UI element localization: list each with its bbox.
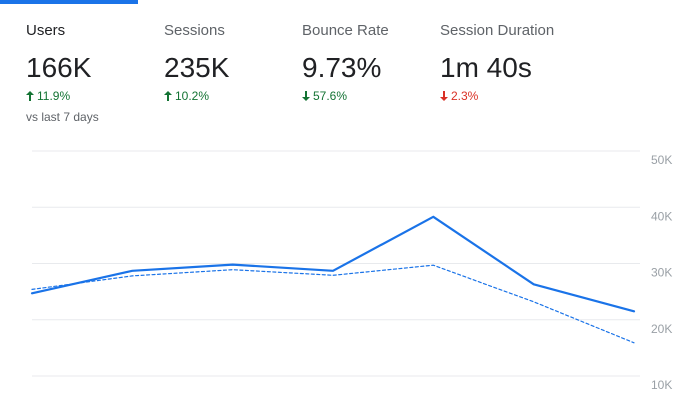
metric-change-value: 10.2%: [175, 89, 210, 103]
metric-change: 2.3%: [440, 89, 554, 103]
metric-label: Sessions: [164, 22, 225, 39]
metric-change-value: 2.3%: [451, 89, 479, 103]
arrow-down-icon: [302, 91, 310, 101]
arrow-up-icon: [164, 91, 172, 101]
metric-label: Session Duration: [440, 22, 555, 39]
active-tab-indicator: [0, 0, 138, 4]
metric-change: 10.2%: [164, 89, 229, 103]
metric-tab-session-duration[interactable]: Session Duration 1m 40s 2.3%: [440, 22, 554, 103]
current-period-line: [30, 215, 636, 313]
arrow-up-icon: [26, 91, 34, 101]
metric-value: 166K: [26, 52, 92, 83]
metric-change-value: 57.6%: [313, 89, 348, 103]
y-tick-label: 30K: [651, 266, 672, 280]
metric-change-value: 11.9%: [37, 89, 71, 103]
metric-tab-users[interactable]: Users 166K 11.9% vs last 7 days: [26, 22, 99, 124]
metric-label: Users: [26, 22, 66, 39]
metric-label: Bounce Rate: [302, 22, 389, 39]
metric-tab-sessions[interactable]: Sessions 235K 10.2%: [164, 22, 229, 103]
metric-value: 235K: [164, 52, 230, 83]
metric-value: 1m 40s: [440, 52, 532, 83]
comparison-period-note: vs last 7 days: [26, 110, 99, 124]
y-tick-label: 10K: [651, 378, 672, 392]
y-tick-label: 20K: [651, 322, 672, 336]
metric-value: 9.73%: [302, 52, 382, 83]
metric-change: 57.6%: [302, 89, 389, 103]
metric-tab-bounce-rate[interactable]: Bounce Rate 9.73% 57.6%: [302, 22, 389, 103]
y-tick-label: 40K: [651, 209, 672, 223]
metric-change: 11.9%: [26, 89, 99, 103]
y-tick-label: 50K: [651, 153, 672, 167]
comparison-period-line: [31, 264, 635, 344]
arrow-down-icon: [440, 91, 448, 101]
